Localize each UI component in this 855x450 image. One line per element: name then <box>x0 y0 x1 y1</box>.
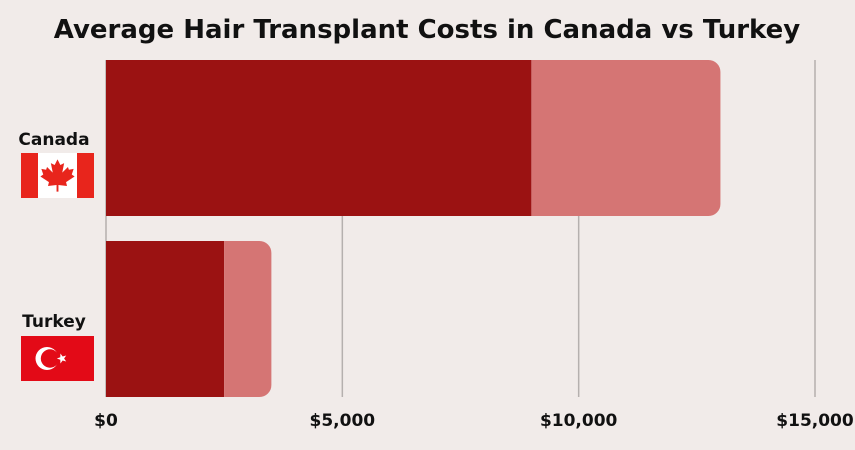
x-tick-label-2: $10,000 <box>540 411 618 431</box>
x-tick-label-3: $15,000 <box>776 411 854 431</box>
turkey-flag-icon <box>21 336 94 381</box>
x-tick-label-1: $5,000 <box>310 411 376 431</box>
bars <box>106 60 721 397</box>
x-axis-ticks: $0 $5,000 $10,000 $15,000 <box>94 411 854 431</box>
canada-flag-icon <box>21 153 94 198</box>
bar-canada-segment-1 <box>106 60 532 216</box>
bar-canada-segment-2 <box>531 60 721 216</box>
category-label-turkey: Turkey <box>22 312 86 332</box>
category-labels: Canada Turkey <box>18 130 94 381</box>
bar-group-canada <box>106 60 721 216</box>
bar-group-turkey <box>106 241 272 397</box>
chart-title: Average Hair Transplant Costs in Canada … <box>54 15 800 45</box>
bar-turkey-segment-1 <box>106 241 225 397</box>
category-label-canada: Canada <box>18 130 89 150</box>
bar-turkey-segment-2 <box>224 241 272 397</box>
x-tick-label-0: $0 <box>94 411 118 431</box>
